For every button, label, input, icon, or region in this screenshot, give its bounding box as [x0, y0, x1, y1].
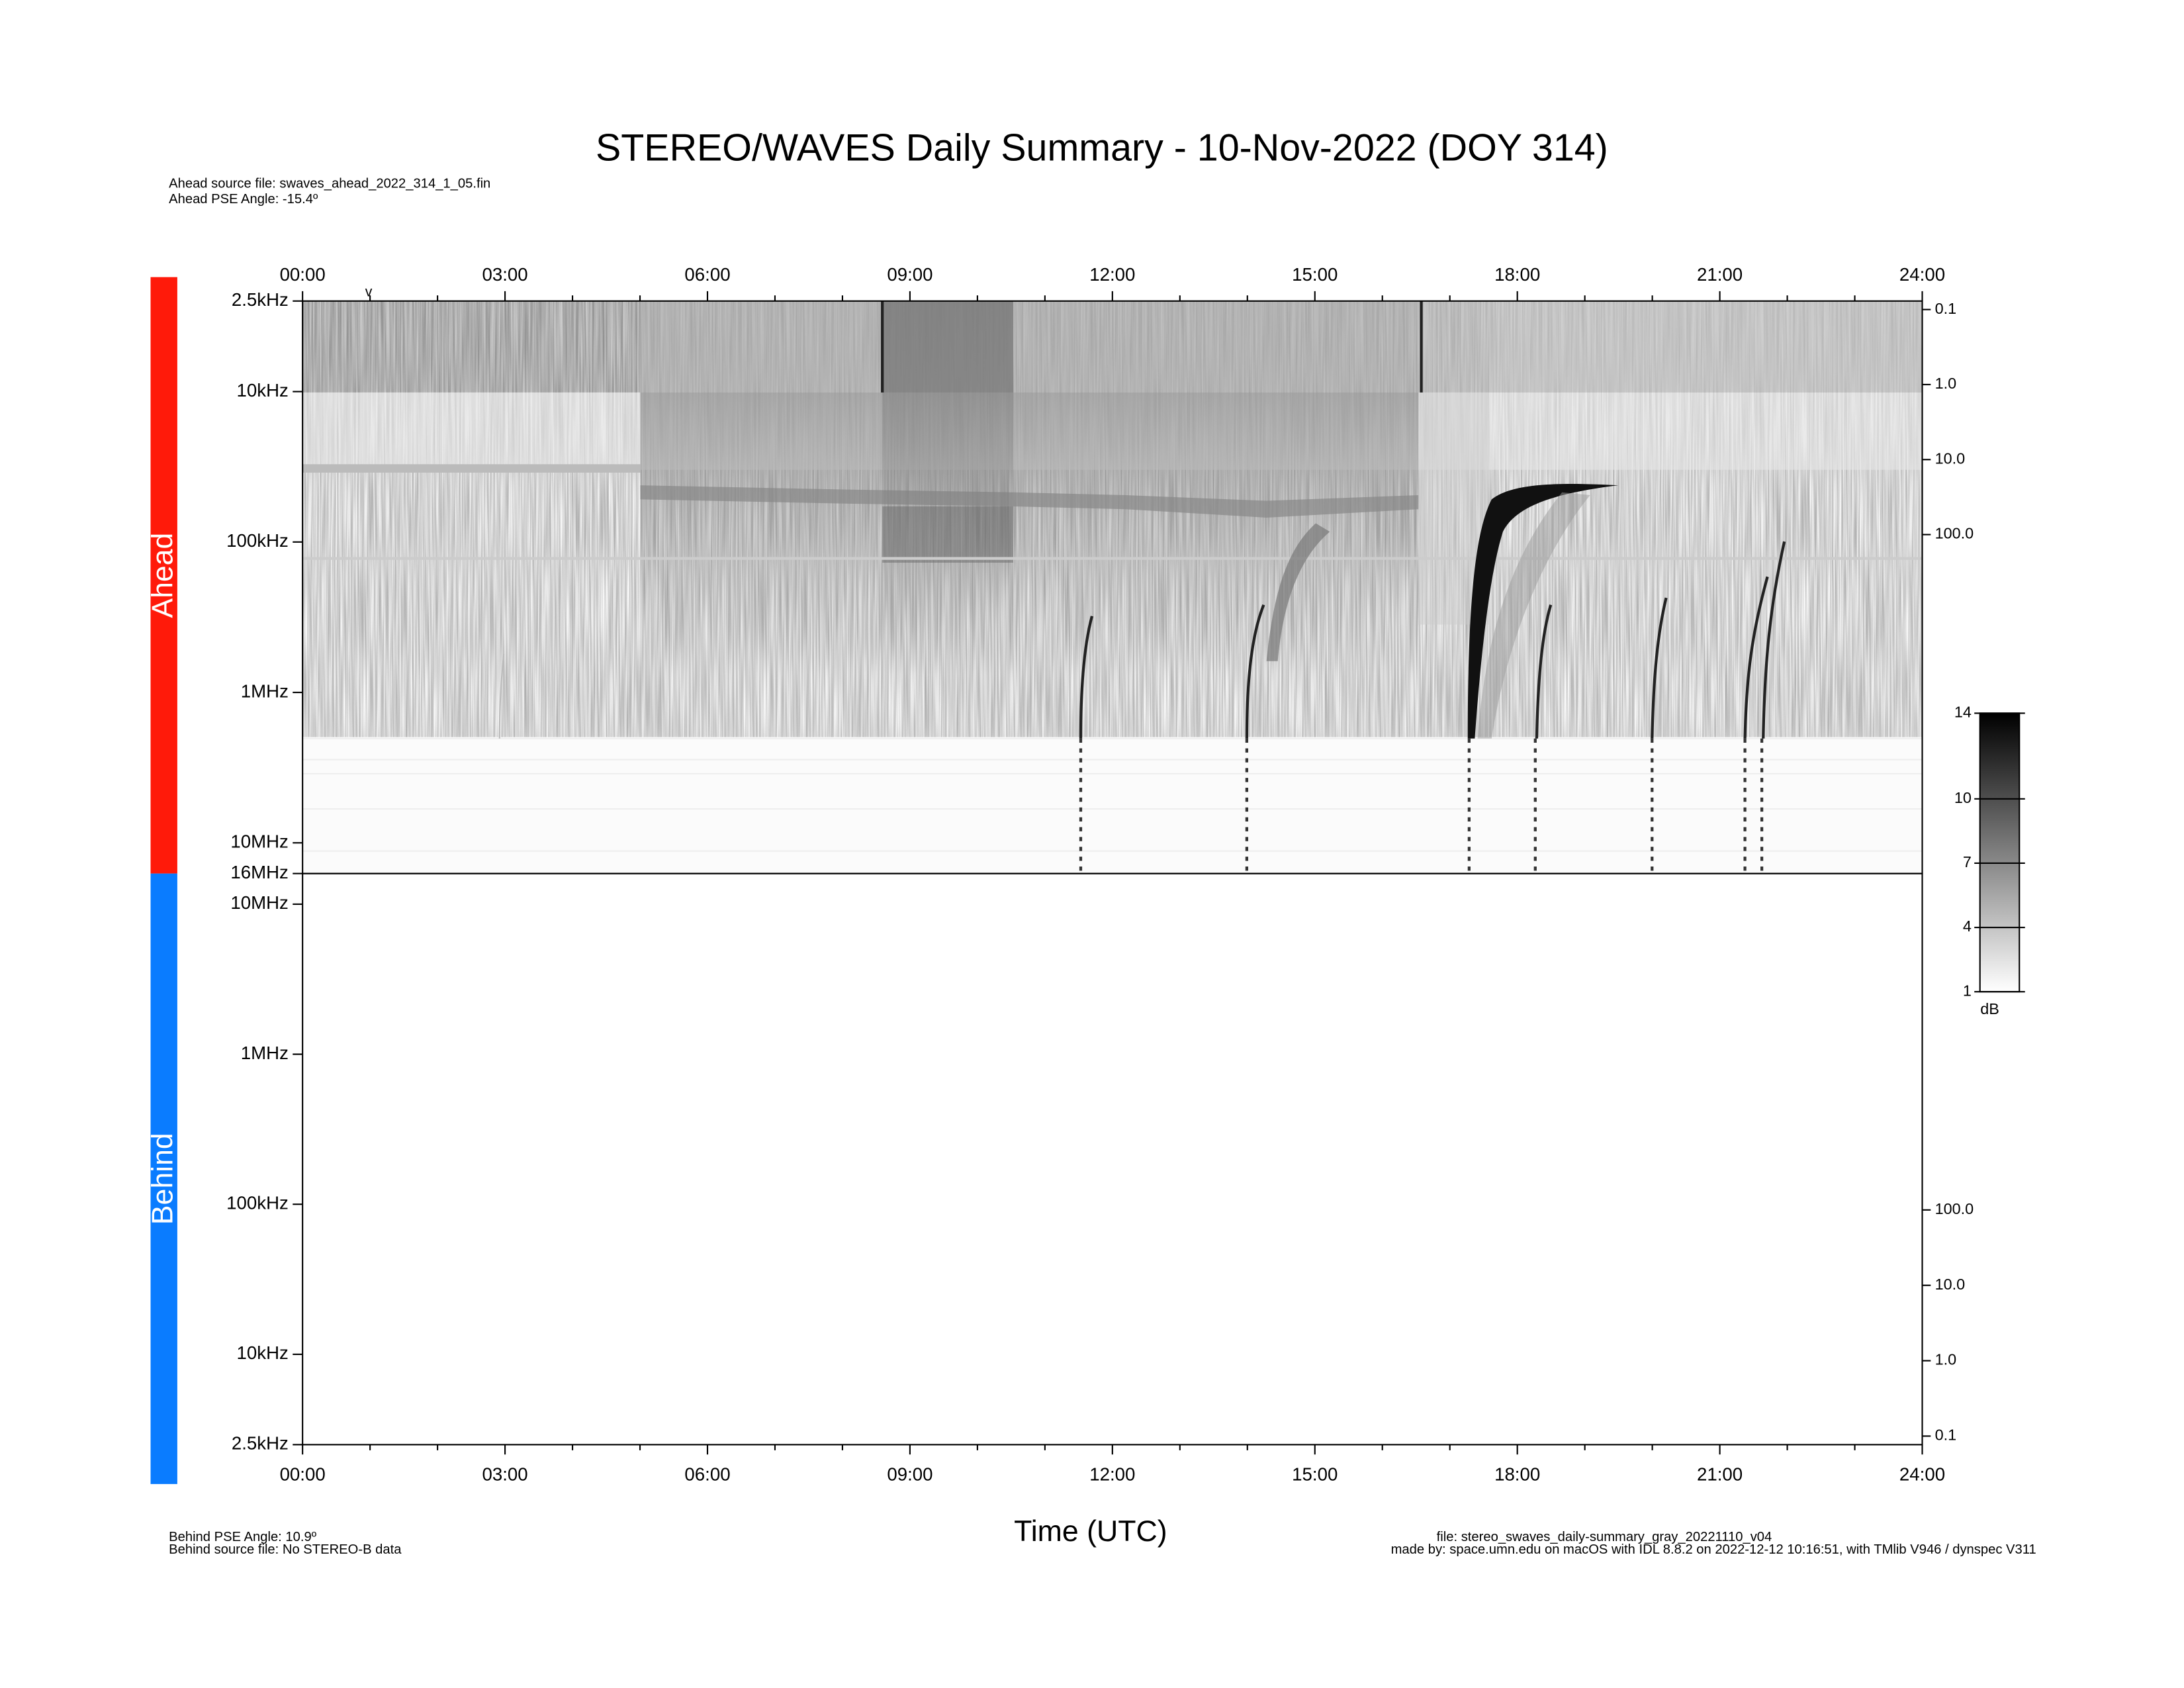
x-tick-label: 18:00 [1494, 264, 1540, 285]
y2-tick-label: 100.0 [1935, 1200, 1974, 1217]
x-tick-label: 09:00 [887, 264, 933, 285]
x-tick-label: 12:00 [1089, 264, 1135, 285]
x-tick-label: 09:00 [887, 1464, 933, 1484]
y-tick-label: 2.5kHz [232, 289, 289, 310]
colorbar-tick-label: 10 [1954, 789, 1972, 806]
x-tick-label: 21:00 [1697, 264, 1743, 285]
panel-label: Behind [147, 1133, 179, 1225]
band [882, 301, 1013, 393]
y-tick-label: 16MHz [230, 862, 289, 882]
y2-tick-label: 100.0 [1935, 525, 1974, 542]
title: STEREO/WAVES Daily Summary - 10-Nov-2022… [596, 127, 1608, 169]
header-source: Ahead source file: swaves_ahead_2022_314… [169, 177, 490, 191]
band [640, 301, 1419, 393]
y2-tick-label: 1.0 [1935, 375, 1957, 392]
x-tick-label: 00:00 [280, 1464, 326, 1484]
colorbar-tick-label: 7 [1963, 853, 1972, 870]
burst [1266, 523, 1330, 661]
y2-tick-label: 1.0 [1935, 1351, 1957, 1368]
footer-source: Behind source file: No STEREO-B data [169, 1542, 402, 1557]
footer-made-by: made by: space.umn.edu on macOS with IDL… [1391, 1542, 2036, 1557]
x-tick-label: 21:00 [1697, 1464, 1743, 1484]
y-tick-label: 10kHz [237, 1342, 289, 1363]
x-axis-title: Time (UTC) [1014, 1515, 1167, 1548]
x-tick-label: 06:00 [684, 264, 730, 285]
x-tick-label: 03:00 [482, 1464, 527, 1484]
burst-halo [1477, 492, 1590, 739]
y-tick-label: 10MHz [230, 892, 289, 913]
x-tick-label: 24:00 [1899, 264, 1945, 285]
panel-color-bar [150, 277, 177, 874]
panel-frame [302, 872, 1923, 1446]
footer-angle: Behind PSE Angle: 10.9º [169, 1530, 317, 1544]
y2-tick-label: 0.1 [1935, 1427, 1957, 1444]
spectrogram-image [302, 301, 1923, 874]
y2-tick-label: 0.1 [1935, 300, 1957, 317]
colorbar-label: dB [1980, 1000, 1999, 1017]
y-tick-label: 10MHz [230, 831, 289, 852]
header-angle: Ahead PSE Angle: -15.4º [169, 192, 318, 207]
panel-label: Ahead [147, 533, 179, 618]
y-tick-label: 100kHz [226, 1193, 289, 1213]
colorbar-tick-label: 14 [1954, 704, 1972, 721]
x-tick-label: 06:00 [684, 1464, 730, 1484]
x-tick-label: 15:00 [1292, 1464, 1338, 1484]
panel-color-bar [150, 873, 177, 1484]
band [640, 392, 1419, 674]
band [640, 485, 1419, 518]
band [882, 506, 1013, 563]
y-tick-label: 1MHz [241, 1043, 289, 1063]
footer-file: file: stereo_swaves_daily-summary_gray_2… [1437, 1530, 1772, 1544]
x-tick-label: 12:00 [1089, 1464, 1135, 1484]
x-tick-label: 00:00 [280, 264, 326, 285]
bursts [498, 541, 1786, 739]
colorbar [1979, 712, 2021, 993]
y2-tick-label: 10.0 [1935, 449, 1966, 467]
y-tick-label: 1MHz [241, 680, 289, 701]
y-tick-label: 2.5kHz [232, 1433, 289, 1454]
x-tick-label: 18:00 [1494, 1464, 1540, 1484]
x-tick-label: 03:00 [482, 264, 527, 285]
y2-tick-label: 10.0 [1935, 1276, 1966, 1293]
y-tick-label: 10kHz [237, 380, 289, 400]
band [302, 464, 641, 473]
colorbar-tick-label: 1 [1963, 982, 1972, 999]
marker: v [365, 284, 373, 300]
x-tick-label: 24:00 [1899, 1464, 1945, 1484]
x-tick-label: 15:00 [1292, 264, 1338, 285]
colorbar-tick-label: 4 [1963, 917, 1972, 935]
band [1488, 301, 1923, 393]
burst-tails [1079, 738, 1764, 874]
y-tick-label: 100kHz [226, 530, 289, 551]
